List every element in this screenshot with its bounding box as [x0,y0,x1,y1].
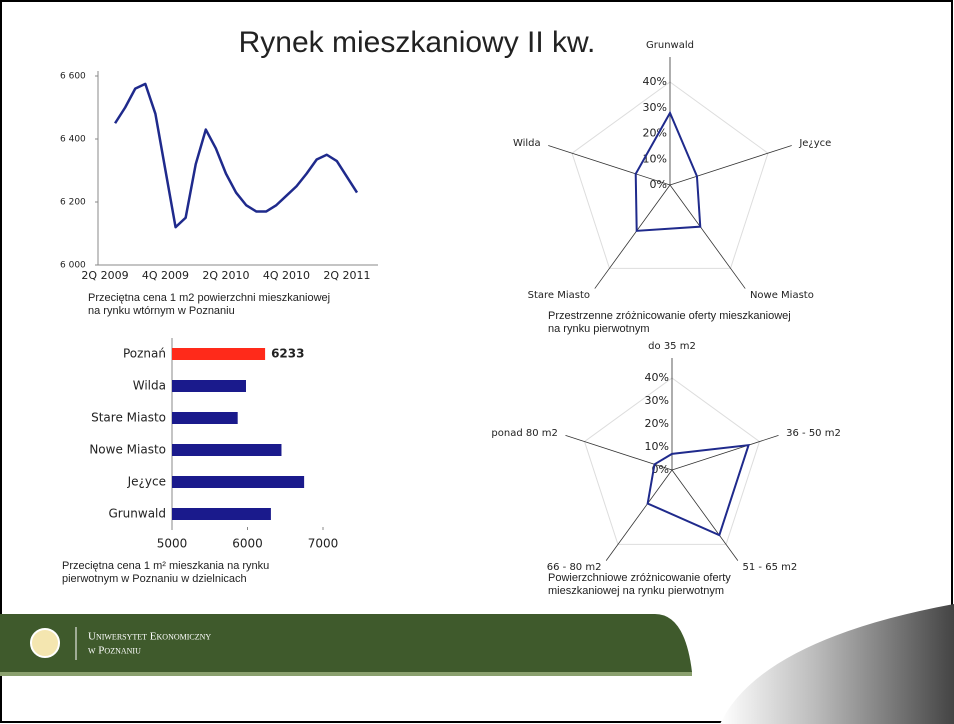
r-tick-label: 40% [643,75,667,88]
r-tick-label: 20% [643,127,667,140]
value-label: 6233 [271,347,304,361]
axis-label: Je¿yce [798,138,831,149]
radar-spoke [548,145,671,186]
line-series [114,82,359,229]
axis-label: Wilda [513,138,541,149]
footer-line2: w Poznaniu [88,645,141,657]
footer-line1: Uniwersytet Ekonomiczny [88,631,211,643]
x-tick-label: 7000 [308,537,339,551]
y-tick-label: Poznań [123,347,166,361]
y-tick-label: 6 200 [60,198,86,208]
radar-spoke [605,469,673,561]
chart-caption: pierwotnym w Poznaniu w dzielnicach [62,573,247,585]
axis-label: 66 - 80 m2 [547,562,602,573]
x-tick-label: 4Q 2010 [263,269,310,282]
axis-label: ponad 80 m2 [491,428,557,439]
chart-caption: Przeciętna cena 1 m2 powierzchni mieszka… [88,292,330,304]
y-tick-label: 6 000 [60,261,86,271]
y-tick-label: Je¿yce [127,475,166,489]
bar [172,412,238,424]
y-tick-label: Nowe Miasto [89,443,166,457]
axis-label: 36 - 50 m2 [786,428,841,439]
radar-series [634,110,702,232]
radar-spoke [669,184,746,289]
chart-caption: na rynku wtórnym w Poznaniu [88,305,235,317]
y-tick-label: Grunwald [108,507,166,521]
x-tick-label: 2Q 2010 [202,269,249,282]
chart-caption: na rynku pierwotnym [548,323,650,335]
bar [172,380,246,392]
radar-spoke [671,469,739,561]
x-tick-label: 5000 [157,537,188,551]
r-tick-label: 10% [643,152,667,165]
r-tick-label: 40% [645,371,669,384]
r-tick-label: 20% [645,417,669,430]
y-tick-label: Stare Miasto [91,411,166,425]
bar [172,508,271,520]
radar-grid [571,81,769,269]
radar-grid [583,377,761,545]
axis-label: Stare Miasto [528,290,590,301]
r-tick-label: 30% [643,101,667,114]
footer-band [0,614,692,672]
footer: Uniwersytet Ekonomiczny w Poznaniu [0,604,954,724]
axis-label: Grunwald [646,40,694,51]
axis-label: 51 - 65 m2 [743,562,798,573]
r-tick-label: 30% [645,394,669,407]
logo [30,628,60,658]
bar [172,476,305,488]
bar [172,444,282,456]
y-tick-label: 6 400 [60,135,86,145]
r-tick-label: 0% [652,463,669,476]
radar-series [646,443,750,537]
chart-caption: Powierzchniowe zróżnicowanie oferty [548,572,731,584]
radar-spoke [671,435,779,471]
footer-line [0,672,692,676]
r-tick-label: 10% [645,440,669,453]
x-tick-label: 2Q 2009 [81,269,128,282]
chart-caption: mieszkaniowej na rynku pierwotnym [548,585,724,597]
axis-label: do 35 m2 [648,341,696,352]
y-tick-label: Wilda [133,379,166,393]
radar-spoke [594,184,671,289]
chart-caption: Przeciętna cena 1 m² mieszkania na rynku [62,560,269,572]
x-tick-label: 6000 [232,537,263,551]
y-tick-label: 6 600 [60,72,86,82]
radar-spoke [669,145,792,186]
r-tick-label: 0% [650,178,667,191]
footer-photo [720,604,954,724]
chart-caption: Przestrzenne zróżnicowanie oferty mieszk… [548,310,791,322]
slide-title: Rynek mieszkaniowy II kw. [239,26,596,59]
axis-label: Nowe Miasto [750,290,814,301]
bar [172,348,266,360]
x-tick-label: 2Q 2011 [323,269,370,282]
x-tick-label: 4Q 2009 [142,269,189,282]
